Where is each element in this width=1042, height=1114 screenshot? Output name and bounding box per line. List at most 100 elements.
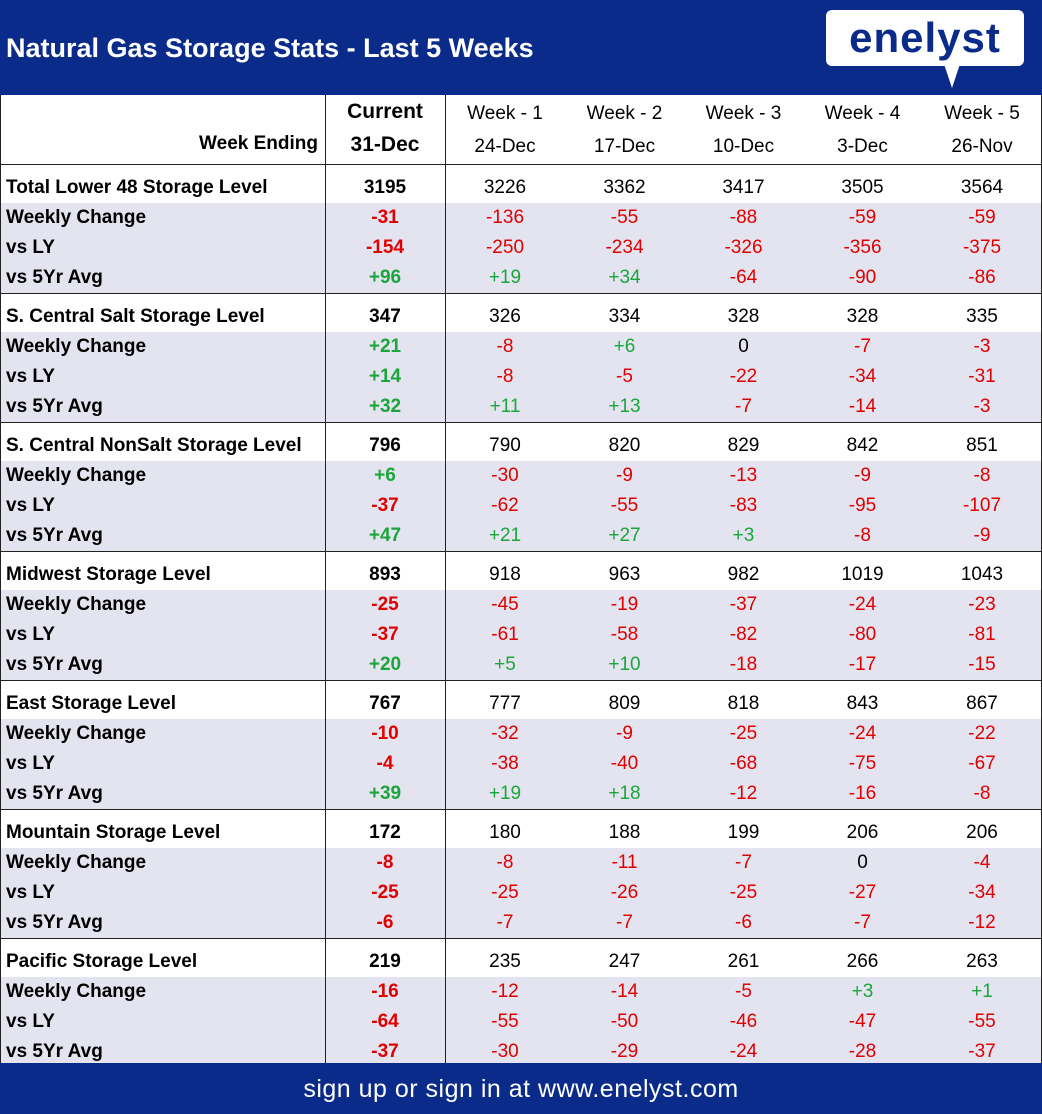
current-value-cell: -154 — [365, 237, 405, 258]
current-value-cell: 796 — [369, 435, 401, 456]
group-shade-band — [0, 332, 1042, 422]
metric-row-label: vs LY — [6, 237, 55, 258]
week-value-cell: 0 — [857, 852, 868, 873]
group-divider — [0, 293, 1042, 294]
week-value-cell: -59 — [848, 207, 877, 228]
week-value-cell: -3 — [973, 396, 991, 417]
week-value-cell: -45 — [491, 594, 519, 615]
week-value-cell: -16 — [848, 783, 877, 804]
week-value-cell: -62 — [491, 495, 519, 516]
current-value-cell: -37 — [371, 495, 399, 516]
current-value-cell: -25 — [371, 594, 399, 615]
column-header-week: Week - 5 — [944, 103, 1020, 124]
week-value-cell: 790 — [489, 435, 521, 456]
logo-speech-tail — [944, 64, 960, 88]
week-value-cell: -7 — [496, 912, 514, 933]
group-divider — [0, 809, 1042, 810]
week-value-cell: -9 — [854, 465, 871, 486]
week-value-cell: -136 — [485, 207, 525, 228]
week-value-cell: +21 — [488, 525, 522, 546]
week-value-cell: 829 — [727, 435, 760, 456]
header-divider — [0, 164, 1042, 165]
week-value-cell: -356 — [843, 237, 882, 258]
week-value-cell: -5 — [616, 366, 633, 387]
week-value-cell: 261 — [727, 951, 760, 972]
group-shade-band — [0, 590, 1042, 680]
current-value-cell: +39 — [368, 783, 402, 804]
current-value-cell: +14 — [368, 366, 402, 387]
week-value-cell: -8 — [854, 525, 871, 546]
current-value-cell: -37 — [371, 1041, 399, 1062]
week-value-cell: -86 — [968, 267, 996, 288]
week-value-cell: -27 — [848, 882, 877, 903]
storage-level-label: S. Central NonSalt Storage Level — [6, 435, 302, 456]
week-value-cell: -24 — [848, 594, 877, 615]
week-value-cell: +3 — [732, 525, 755, 546]
logo-text: enelyst — [849, 14, 1001, 61]
week-value-cell: 818 — [727, 693, 760, 714]
table-left-edge — [0, 95, 1, 1063]
week-value-cell: -82 — [729, 624, 758, 645]
week-value-cell: -375 — [962, 237, 1002, 258]
column-header-date: 24-Dec — [474, 136, 536, 157]
week-value-cell: -17 — [848, 654, 877, 675]
current-value-cell: -37 — [371, 624, 399, 645]
week-value-cell: -34 — [848, 366, 877, 387]
week-value-cell: 328 — [846, 306, 879, 327]
week-value-cell: -234 — [605, 237, 644, 258]
week-value-cell: 3417 — [722, 177, 765, 198]
week-value-cell: -326 — [724, 237, 763, 258]
week-value-cell: -250 — [485, 237, 525, 258]
week-value-cell: 963 — [608, 564, 641, 585]
week-value-cell: 777 — [489, 693, 521, 714]
week-value-cell: -83 — [729, 495, 758, 516]
week-value-cell: +34 — [608, 267, 641, 288]
week-value-cell: -7 — [616, 912, 633, 933]
metric-row-label: vs LY — [6, 366, 55, 387]
week-value-cell: 843 — [846, 693, 879, 714]
week-value-cell: -12 — [968, 912, 996, 933]
week-value-cell: -68 — [729, 753, 758, 774]
current-value-cell: -31 — [371, 207, 399, 228]
week-value-cell: -8 — [973, 783, 991, 804]
title-banner: Natural Gas Storage Stats - Last 5 Weeks… — [0, 0, 1042, 95]
week-value-cell: -75 — [848, 753, 877, 774]
week-value-cell: 206 — [966, 822, 998, 843]
column-header-date: 3-Dec — [837, 136, 888, 157]
metric-row-label: Weekly Change — [6, 723, 147, 744]
week-value-cell: -59 — [968, 207, 996, 228]
week-value-cell: 328 — [727, 306, 760, 327]
week-value-cell: +10 — [608, 654, 641, 675]
metric-row-label: Weekly Change — [6, 207, 147, 228]
week-value-cell: -12 — [491, 981, 519, 1002]
group-divider — [0, 680, 1042, 681]
week-value-cell: 3564 — [960, 177, 1004, 198]
week-value-cell: -58 — [610, 624, 639, 645]
week-value-cell: +11 — [489, 396, 521, 417]
week-value-cell: -8 — [496, 336, 514, 357]
week-value-cell: 188 — [608, 822, 641, 843]
week-value-cell: -14 — [848, 396, 877, 417]
week-value-cell: -25 — [491, 882, 519, 903]
week-value-cell: 335 — [966, 306, 998, 327]
storage-level-label: Mountain Storage Level — [6, 822, 221, 843]
column-header-week: Week - 3 — [705, 103, 782, 124]
week-value-cell: -15 — [968, 654, 996, 675]
current-value-cell: +47 — [368, 525, 402, 546]
column-divider — [445, 95, 446, 1063]
storage-level-label: Midwest Storage Level — [6, 564, 211, 585]
week-value-cell: +13 — [608, 396, 641, 417]
week-value-cell: -26 — [610, 882, 639, 903]
week-value-cell: +19 — [488, 783, 522, 804]
current-value-cell: -8 — [376, 852, 394, 873]
metric-row-label: vs LY — [6, 753, 55, 774]
week-value-cell: 3362 — [603, 177, 646, 198]
week-value-cell: -12 — [729, 783, 758, 804]
week-value-cell: -31 — [968, 366, 996, 387]
week-value-cell: 235 — [489, 951, 521, 972]
week-value-cell: -7 — [735, 396, 752, 417]
week-value-cell: 820 — [608, 435, 641, 456]
week-value-cell: -4 — [973, 852, 991, 873]
week-value-cell: -55 — [491, 1011, 519, 1032]
week-value-cell: -7 — [854, 336, 871, 357]
